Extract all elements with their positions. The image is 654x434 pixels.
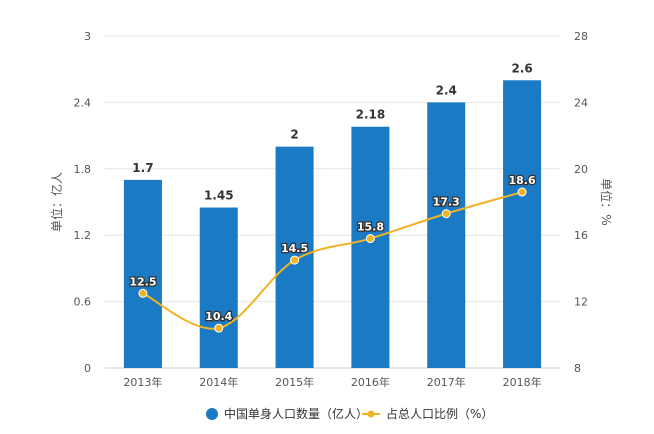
- y-tick-label: 1.8: [74, 163, 92, 176]
- line-value-label: 12.5: [129, 275, 156, 288]
- line-value-label: 14.5: [281, 242, 308, 255]
- bar-value-label: 2.6: [511, 61, 532, 75]
- y2-axis-title: 单位：%: [599, 178, 614, 225]
- legend-label-line: 占总人口比例（%）: [386, 406, 493, 421]
- legend-marker-line: [367, 410, 375, 418]
- line-series: [138, 187, 527, 333]
- line-value-label: 10.4: [205, 310, 232, 323]
- y-tick-label: 2.4: [74, 96, 92, 109]
- x-tick-label: 2014年: [199, 375, 238, 389]
- bar-value-label: 1.45: [204, 189, 234, 203]
- x-tick-label: 2015年: [275, 375, 314, 389]
- y2-tick-label: 16: [574, 229, 588, 242]
- legend: 中国单身人口数量（亿人） 占总人口比例（%）: [206, 406, 493, 421]
- y2-tick-label: 24: [574, 96, 588, 109]
- x-tick-label: 2017年: [427, 375, 466, 389]
- y-tick-label: 1.2: [74, 229, 92, 242]
- legend-marker-bar: [206, 408, 218, 420]
- y2-tick-label: 20: [574, 163, 588, 176]
- line-point: [517, 187, 527, 197]
- bar: [123, 179, 162, 368]
- y2-tick-label: 8: [574, 362, 581, 375]
- bar-series: [123, 80, 542, 369]
- x-tick-label: 2013年: [123, 375, 162, 389]
- bar: [503, 80, 542, 369]
- bar-value-label: 1.7: [132, 161, 153, 175]
- y-tick-label: 3: [84, 30, 91, 43]
- line-point: [365, 234, 375, 244]
- bar-value-label: 2: [290, 128, 298, 142]
- x-tick-label: 2016年: [351, 375, 390, 389]
- y2-tick-label: 28: [574, 30, 588, 43]
- data-labels: 1.7 1.45 2 2.18 2.4 2.6 12.5 10.4 14.5 15.8 17.3 18…: [128, 61, 537, 324]
- axes: 0 0.6 1.2 1.8 2.4 3 8 12 16 20 24 28 2013年 2014年 2015年…: [49, 30, 614, 389]
- line-point: [138, 288, 148, 298]
- y-tick-label: 0.6: [74, 296, 92, 309]
- x-tick-label: 2018年: [503, 375, 542, 389]
- y2-tick-label: 12: [574, 296, 588, 309]
- line-value-label: 15.8: [357, 221, 384, 234]
- line-point: [290, 255, 300, 265]
- line-value-label: 18.6: [509, 174, 536, 187]
- bar-value-label: 2.18: [356, 108, 386, 122]
- line-value-label: 17.3: [433, 196, 460, 209]
- line-point: [214, 323, 224, 333]
- y-axis-title: 单位：亿人: [49, 172, 64, 232]
- bar-value-label: 2.4: [436, 83, 457, 97]
- grid: [105, 35, 560, 369]
- bar: [199, 207, 238, 368]
- bar: [351, 126, 390, 368]
- y-tick-label: 0: [84, 362, 91, 375]
- legend-label-bar: 中国单身人口数量（亿人）: [224, 406, 368, 421]
- bar: [427, 102, 466, 369]
- line-point: [441, 209, 451, 219]
